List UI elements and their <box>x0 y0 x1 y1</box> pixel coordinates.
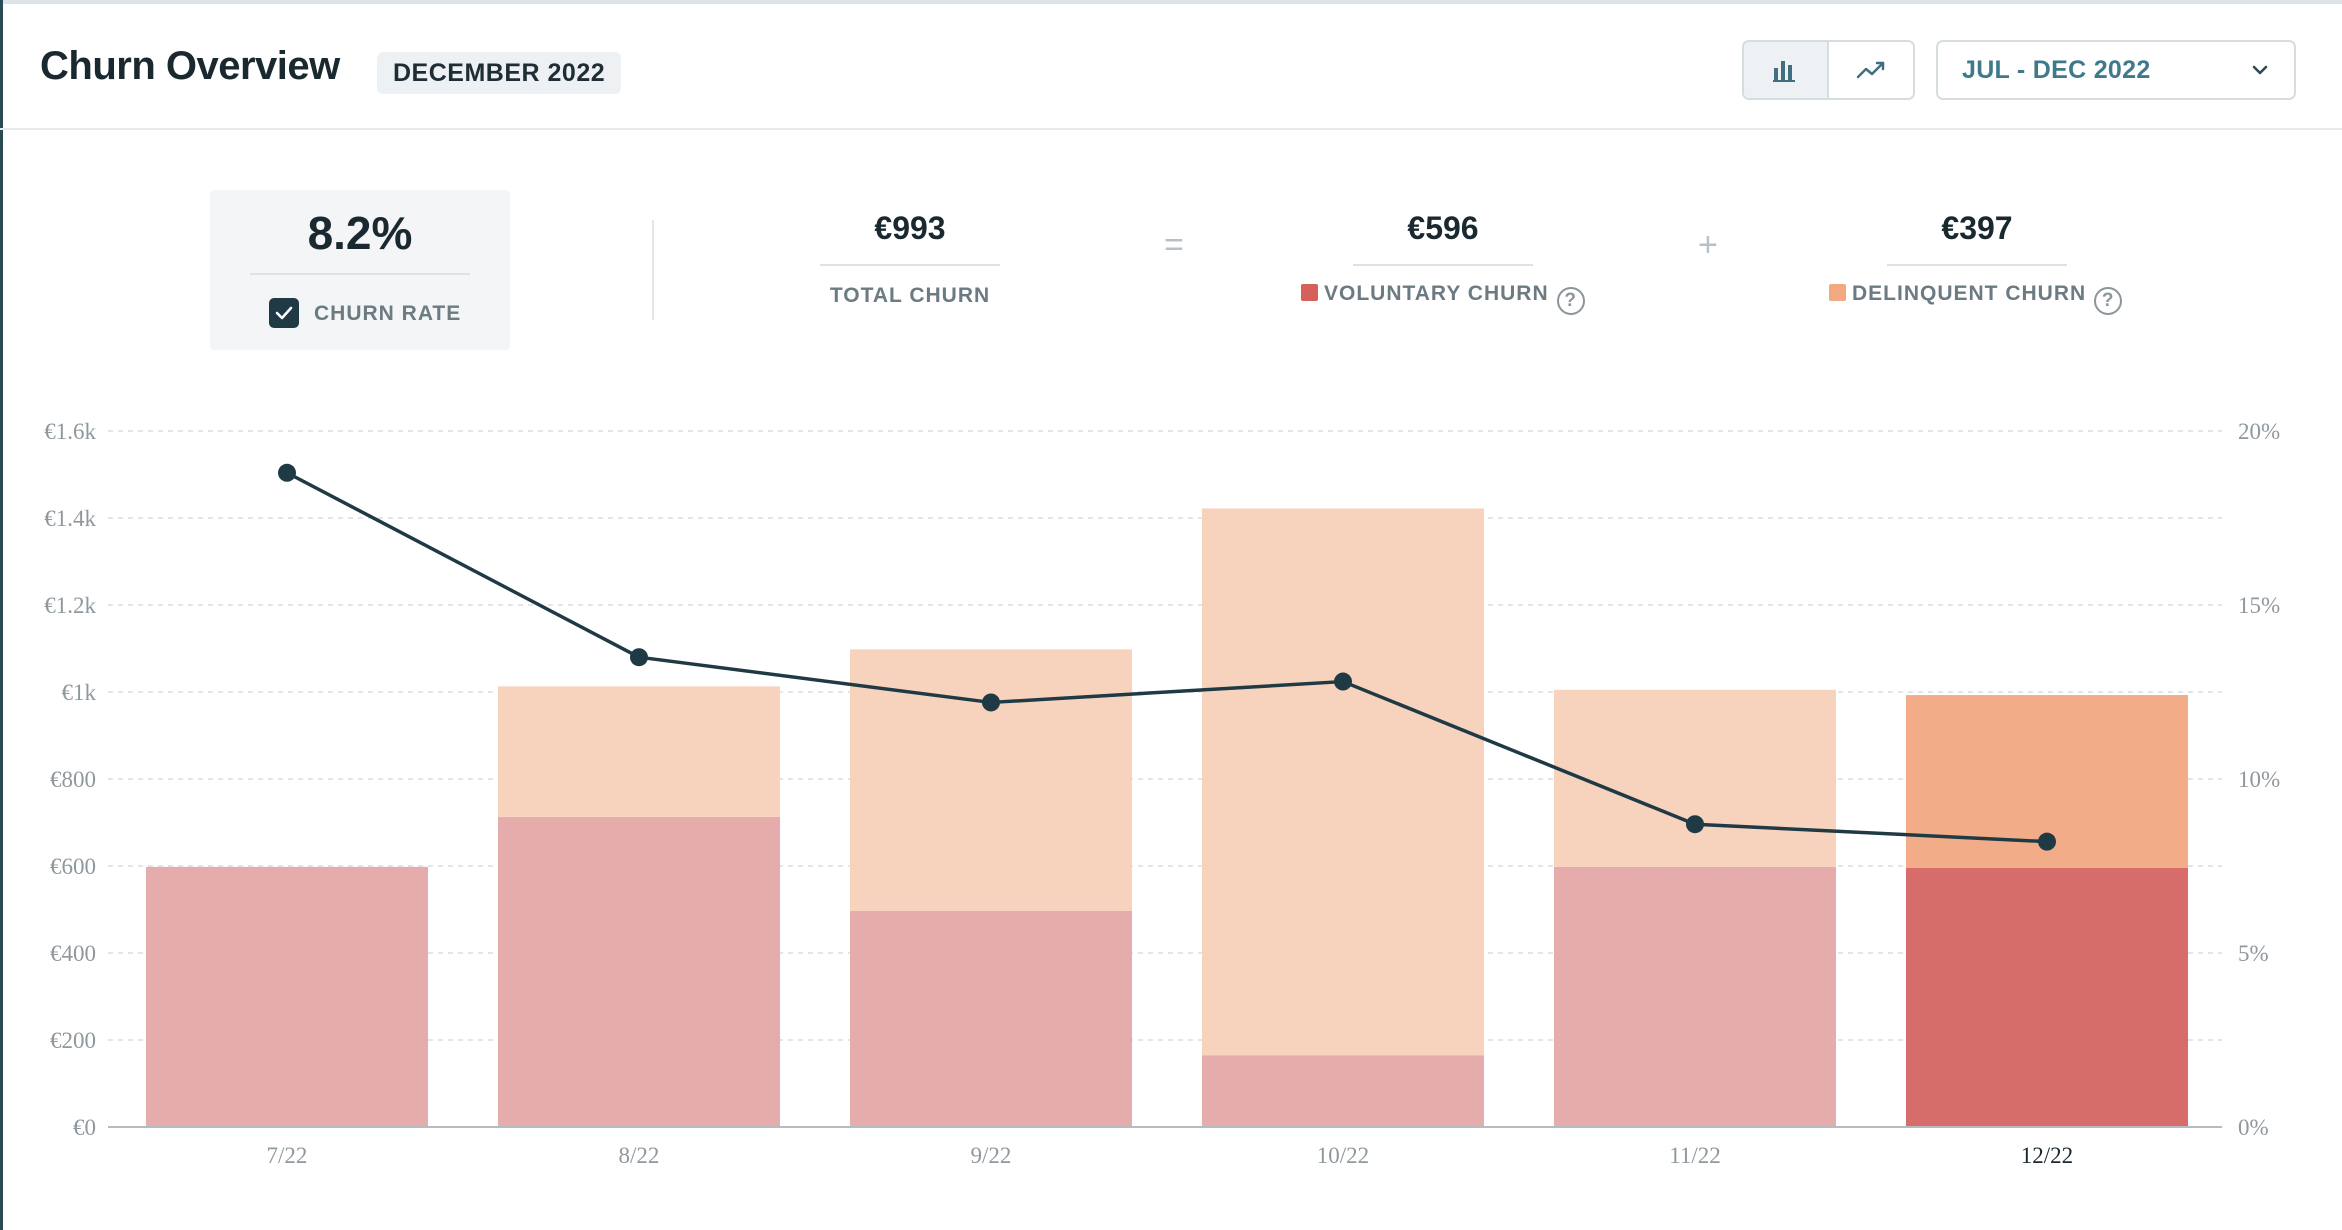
churn-rate-value: 8.2% <box>307 207 413 259</box>
churn-rate-label: CHURN RATE <box>314 302 462 325</box>
bar-voluntary-churn <box>1554 866 1836 1127</box>
top-rule <box>0 0 2342 4</box>
voluntary-churn-value: €596 <box>1407 210 1479 246</box>
header: Churn Overview DECEMBER 2022 JUL - DEC 2… <box>0 4 2342 130</box>
y-right-tick-label: 0% <box>2238 1115 2269 1140</box>
bar-delinquent-churn <box>1202 508 1484 1056</box>
y-left-tick-label: €0 <box>73 1115 96 1140</box>
left-accent-rule <box>0 0 3 1230</box>
churn-chart: €0 €200 €400 €600 €800 €1k €1.2k €1.4k €1.6k 0% 5%… <box>44 419 2280 1168</box>
y-left-tick-label: €1k <box>62 680 97 705</box>
total-churn-metric: €993 TOTAL CHURN <box>820 210 1000 350</box>
churn-rate-point <box>2038 832 2056 851</box>
chart-view-toggle <box>1742 40 1915 100</box>
bar-view-button[interactable] <box>1744 42 1829 98</box>
delinquent-churn-swatch <box>1829 284 1846 301</box>
date-range-value: JUL - DEC 2022 <box>1962 55 2151 84</box>
voluntary-churn-swatch <box>1301 284 1318 301</box>
y-left-tick-label: €600 <box>50 854 96 879</box>
churn-rate-line <box>286 471 2048 844</box>
x-tick-label: 9/22 <box>971 1143 1012 1168</box>
chevron-down-icon <box>2252 65 2268 75</box>
y-right-tick-label: 5% <box>2238 941 2269 966</box>
bar-voluntary-churn <box>1906 867 2188 1127</box>
voluntary-churn-metric: €596 <box>1353 210 1533 350</box>
x-tick-label: 11/22 <box>1669 1143 1721 1168</box>
y-right-tick-label: 10% <box>2238 767 2280 792</box>
y-right-tick-label: 15% <box>2238 593 2280 618</box>
date-range-select[interactable]: JUL - DEC 2022 <box>1936 40 2296 100</box>
churn-rate-point <box>1686 815 1704 834</box>
delinquent-churn-value: €397 <box>1941 210 2013 246</box>
churn-rate-point <box>982 693 1000 712</box>
checkmark-icon <box>275 306 293 320</box>
churn-summary: 8.2% CHURN RATE €993 TOTAL CHURN = €596 … <box>0 130 2342 370</box>
delinquent-churn-metric: €397 <box>1887 210 2067 350</box>
delinquent-churn-help-icon[interactable]: ? <box>2094 287 2123 315</box>
bar-chart-icon <box>1773 61 1796 82</box>
churn-rate-underline <box>250 273 470 275</box>
x-tick-label: 12/22 <box>2021 1143 2073 1168</box>
month-badge: DECEMBER 2022 <box>377 52 622 94</box>
bar-voluntary-churn <box>146 866 428 1127</box>
bar-voluntary-churn <box>850 910 1132 1127</box>
plus-sign: + <box>1698 226 1718 264</box>
total-churn-underline <box>820 264 1000 266</box>
churn-rate-card: 8.2% CHURN RATE <box>210 190 510 350</box>
summary-divider <box>652 220 654 320</box>
bar-delinquent-churn <box>498 686 780 817</box>
total-churn-value: €993 <box>874 210 946 246</box>
y-left-tick-label: €800 <box>50 767 96 792</box>
y-left-tick-label: €1.4k <box>44 506 96 531</box>
line-chart-icon <box>1856 61 1884 79</box>
bar-delinquent-churn <box>1554 689 1836 867</box>
delinquent-churn-label: DELINQUENT CHURN <box>1852 282 2087 305</box>
voluntary-churn-underline <box>1353 264 1533 266</box>
y-left-tick-label: €200 <box>50 1028 96 1053</box>
y-left-tick-label: €1.2k <box>44 593 96 618</box>
bar-voluntary-churn <box>498 816 780 1127</box>
delinquent-churn-underline <box>1887 264 2067 266</box>
voluntary-churn-label-row: VOLUNTARY CHURN? <box>1301 282 1585 315</box>
y-left-tick-label: €1.6k <box>44 419 96 444</box>
x-tick-label: 10/22 <box>1317 1143 1369 1168</box>
equals-sign: = <box>1164 226 1184 264</box>
delinquent-churn-label-row: DELINQUENT CHURN? <box>1829 282 2123 315</box>
x-tick-label: 8/22 <box>619 1143 660 1168</box>
churn-rate-point <box>630 648 648 667</box>
voluntary-churn-help-icon[interactable]: ? <box>1556 287 1585 315</box>
voluntary-churn-label: VOLUNTARY CHURN <box>1324 282 1549 305</box>
churn-rate-point <box>1334 672 1352 691</box>
churn-rate-point <box>278 463 296 482</box>
bar-delinquent-churn <box>850 649 1132 911</box>
line-view-button[interactable] <box>1828 42 1913 98</box>
x-tick-label: 7/22 <box>267 1143 308 1168</box>
churn-rate-checkbox[interactable] <box>269 298 299 328</box>
total-churn-label: TOTAL CHURN <box>829 284 991 307</box>
y-left-tick-label: €400 <box>50 941 96 966</box>
bar-voluntary-churn <box>1202 1055 1484 1127</box>
page-title: Churn Overview <box>40 44 340 88</box>
y-right-tick-label: 20% <box>2238 419 2280 444</box>
